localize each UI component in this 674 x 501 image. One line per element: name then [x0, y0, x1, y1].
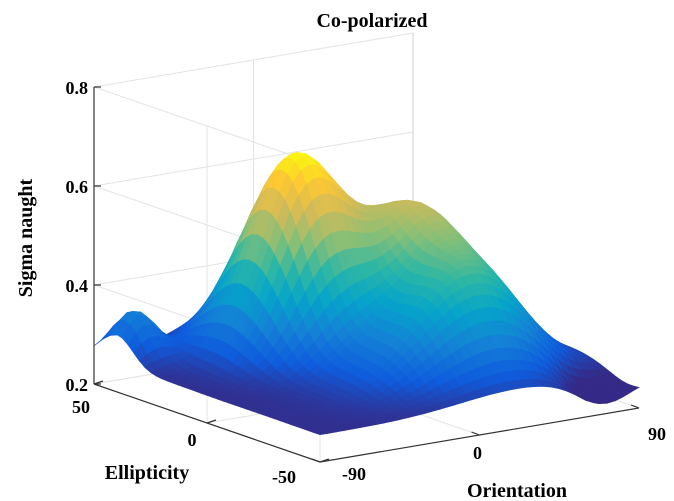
- chart-title: Co-polarized: [316, 10, 427, 32]
- z-tick-label: 0.4: [66, 276, 89, 296]
- x-tick-mark: [630, 404, 640, 409]
- y-tick-label: 50: [72, 397, 90, 417]
- z-tick-label: 0.2: [66, 375, 89, 395]
- x-tick-label: -90: [342, 464, 366, 484]
- x-axis-label: Orientation: [467, 480, 567, 501]
- y-tick-mark: [319, 458, 330, 463]
- axes-box: [93, 86, 640, 463]
- surface-plot: [93, 152, 640, 436]
- y-axis-label: Ellipticity: [105, 462, 189, 484]
- x-tick-mark: [471, 431, 480, 436]
- z-axis-label: Sigma naught: [15, 178, 37, 297]
- x-tick-mark: [311, 458, 321, 463]
- tick-labels: 0.2 0.4 0.6 0.8 50 0 -50 -90 0 90: [66, 78, 667, 487]
- x-tick-label: 0: [473, 443, 482, 463]
- y-tick-label: -50: [272, 467, 296, 487]
- z-tick-label: 0.6: [66, 177, 89, 197]
- z-tick-label: 0.8: [66, 78, 89, 98]
- y-tick-mark: [93, 380, 104, 385]
- y-tick-label: 0: [188, 430, 197, 450]
- x-tick-label: 90: [648, 424, 666, 444]
- y-tick-mark: [206, 419, 217, 424]
- surface-patch: [314, 431, 329, 436]
